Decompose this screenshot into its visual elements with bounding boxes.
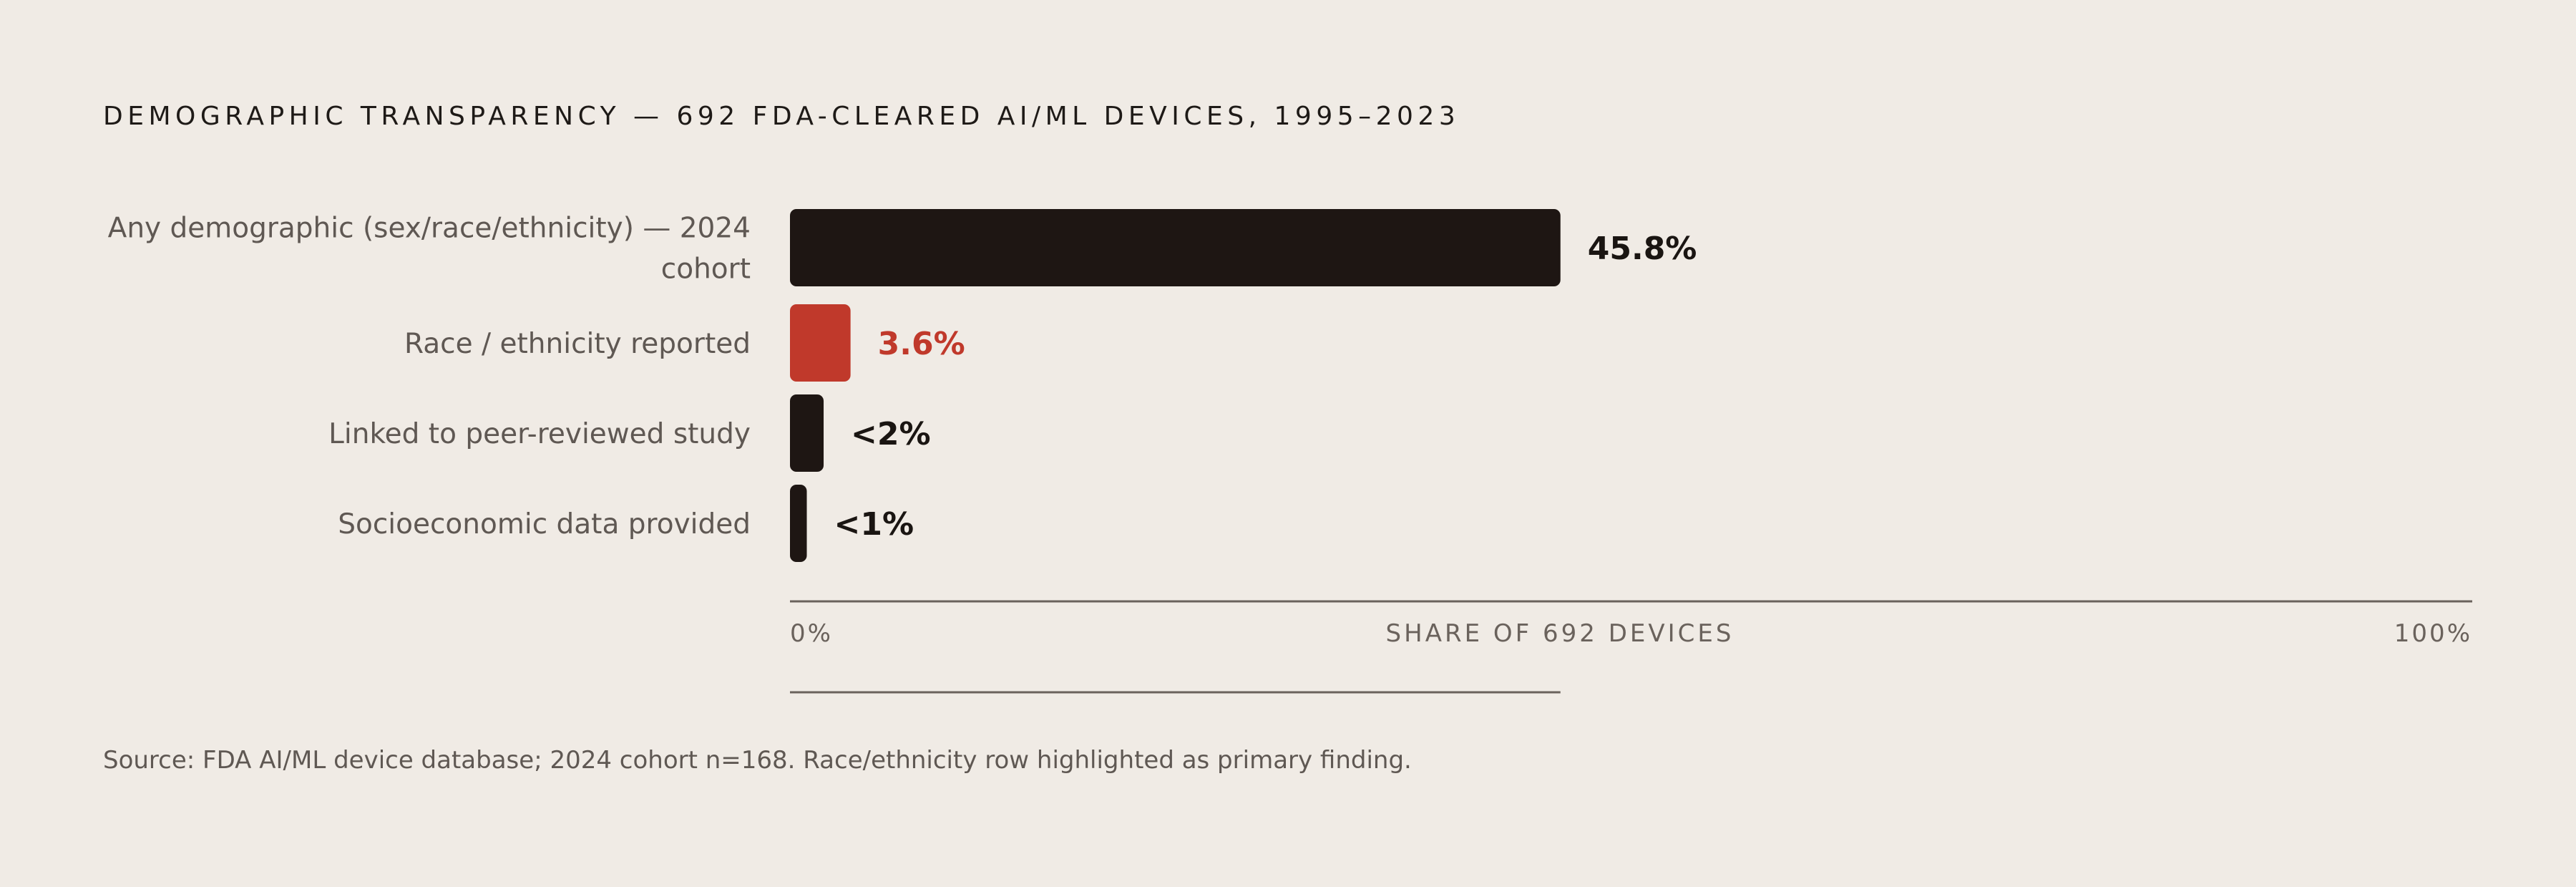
category-label: cohort — [661, 253, 751, 286]
value-label: 3.6% — [878, 326, 965, 362]
chart-title: DEMOGRAPHIC TRANSPARENCY — 692 FDA-CLEAR… — [103, 102, 1460, 131]
bar — [790, 304, 851, 382]
source-note: Source: FDA AI/ML device database; 2024 … — [103, 746, 1412, 775]
value-label: <2% — [851, 416, 931, 452]
bar — [790, 394, 824, 472]
x-axis-label: SHARE OF 692 DEVICES — [1386, 619, 1735, 648]
value-label: <1% — [834, 506, 914, 543]
x-tick-label: 100% — [2394, 619, 2472, 648]
bar — [790, 209, 1561, 286]
category-label: Any demographic (sex/race/ethnicity) — 2… — [108, 213, 751, 245]
category-label: Socioeconomic data provided — [338, 508, 751, 541]
bar — [790, 485, 807, 562]
category-label: Race / ethnicity reported — [404, 328, 751, 360]
category-label: Linked to peer-reviewed study — [328, 418, 751, 450]
value-label: 45.8% — [1588, 231, 1697, 267]
x-tick-label: 0% — [790, 619, 833, 648]
